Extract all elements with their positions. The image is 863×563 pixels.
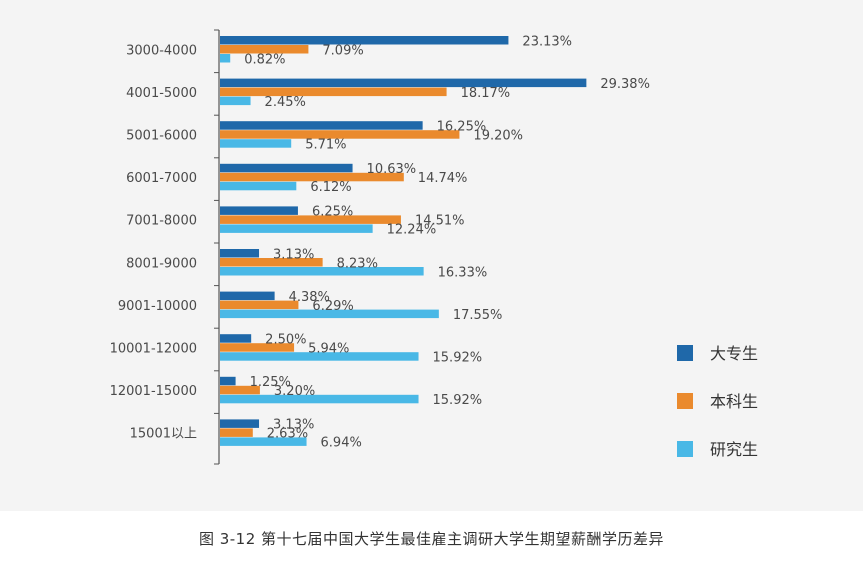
bar-graduate bbox=[220, 224, 373, 233]
bar-junior-college bbox=[220, 291, 275, 301]
value-labels: 23.13%7.09%0.82%29.38%18.17%2.45%16.25%1… bbox=[244, 34, 650, 450]
bar-undergraduate bbox=[220, 87, 447, 97]
bar-undergraduate bbox=[220, 385, 260, 395]
category-label: 10001-12000 bbox=[110, 341, 197, 356]
bar-value-label: 15.92% bbox=[433, 350, 483, 365]
bar-value-label: 6.25% bbox=[312, 205, 353, 220]
bar-value-label: 12.24% bbox=[387, 223, 437, 238]
bar-value-label: 29.38% bbox=[600, 77, 650, 92]
bar-undergraduate bbox=[220, 258, 323, 267]
legend-swatch bbox=[677, 393, 693, 409]
category-label: 12001-15000 bbox=[110, 384, 197, 399]
bar-value-label: 16.33% bbox=[438, 265, 488, 280]
bar-graduate bbox=[220, 394, 419, 404]
bar-graduate bbox=[220, 181, 297, 191]
bar-graduate bbox=[220, 309, 439, 319]
bar-graduate bbox=[220, 54, 231, 63]
legend-swatch bbox=[677, 441, 693, 457]
bar-value-label: 23.13% bbox=[522, 34, 572, 49]
bar-junior-college bbox=[220, 206, 298, 215]
category-label: 6001-7000 bbox=[126, 171, 197, 186]
y-axis bbox=[214, 29, 220, 465]
bar-value-label: 19.20% bbox=[473, 128, 523, 143]
category-label: 15001以上 bbox=[130, 427, 197, 442]
bar-junior-college bbox=[220, 419, 260, 428]
bar-undergraduate bbox=[220, 45, 309, 54]
bar-undergraduate bbox=[220, 300, 299, 310]
chart-panel: 3000-4000 4001-5000 5001-6000 6001-7000 7001… bbox=[0, 0, 863, 511]
bar-value-label: 2.45% bbox=[265, 95, 306, 110]
bar-value-label: 8.23% bbox=[337, 256, 378, 271]
bar-value-label: 1.25% bbox=[250, 375, 291, 390]
bar-undergraduate bbox=[220, 215, 401, 224]
bar-graduate bbox=[220, 267, 424, 276]
bar-value-label: 6.94% bbox=[321, 436, 362, 451]
bar-undergraduate bbox=[220, 343, 295, 352]
bar-graduate bbox=[220, 352, 419, 361]
bar-value-label: 7.09% bbox=[322, 43, 363, 58]
category-label: 3000-4000 bbox=[126, 43, 197, 58]
legend-label: 本科生 bbox=[710, 392, 758, 411]
bar-value-label: 2.50% bbox=[265, 332, 306, 347]
bar-undergraduate bbox=[220, 172, 404, 182]
bar-value-label: 5.94% bbox=[308, 341, 349, 356]
category-label: 5001-6000 bbox=[126, 128, 197, 143]
bar-junior-college bbox=[220, 163, 353, 173]
bar-junior-college bbox=[220, 334, 252, 343]
bar-value-label: 4.38% bbox=[289, 290, 330, 305]
legend-label: 研究生 bbox=[710, 440, 758, 459]
bar-value-label: 6.12% bbox=[310, 180, 351, 195]
salary-bar-chart: 3000-4000 4001-5000 5001-6000 6001-7000 7001… bbox=[110, 29, 758, 465]
bar-graduate bbox=[220, 96, 251, 106]
bar-junior-college bbox=[220, 78, 587, 88]
bar-value-label: 14.51% bbox=[415, 214, 465, 229]
bar-value-label: 3.20% bbox=[274, 384, 315, 399]
bar-value-label: 16.25% bbox=[437, 119, 487, 134]
bar-value-label: 14.74% bbox=[418, 171, 468, 186]
bar-value-label: 18.17% bbox=[461, 86, 511, 101]
category-label: 8001-9000 bbox=[126, 256, 197, 271]
bar-value-label: 0.82% bbox=[244, 52, 285, 67]
bar-graduate bbox=[220, 437, 307, 446]
bar-junior-college bbox=[220, 121, 423, 130]
figure-caption: 图 3-12 第十七届中国大学生最佳雇主调研大学生期望薪酬学历差异 bbox=[198, 530, 665, 548]
bar-value-label: 6.29% bbox=[312, 299, 353, 314]
bar-value-label: 5.71% bbox=[305, 137, 346, 152]
category-label: 4001-5000 bbox=[126, 86, 197, 101]
bar-value-label: 15.92% bbox=[433, 393, 483, 408]
bar-junior-college bbox=[220, 376, 236, 386]
category-labels: 3000-4000 4001-5000 5001-6000 6001-7000 7001… bbox=[110, 43, 197, 441]
bar-junior-college bbox=[220, 249, 260, 258]
bars bbox=[220, 36, 587, 446]
bar-junior-college bbox=[220, 36, 509, 45]
bar-value-label: 3.13% bbox=[273, 418, 314, 433]
bar-undergraduate bbox=[220, 130, 460, 139]
bar-undergraduate bbox=[220, 428, 253, 437]
category-label: 9001-10000 bbox=[118, 299, 197, 314]
legend-label: 大专生 bbox=[710, 344, 758, 363]
bar-value-label: 17.55% bbox=[453, 308, 503, 323]
bar-graduate bbox=[220, 139, 292, 148]
bar-value-label: 3.13% bbox=[273, 247, 314, 262]
legend-swatch bbox=[677, 345, 693, 361]
bar-value-label: 2.63% bbox=[267, 427, 308, 442]
category-label: 7001-8000 bbox=[126, 214, 197, 229]
bar-value-label: 10.63% bbox=[367, 162, 417, 177]
